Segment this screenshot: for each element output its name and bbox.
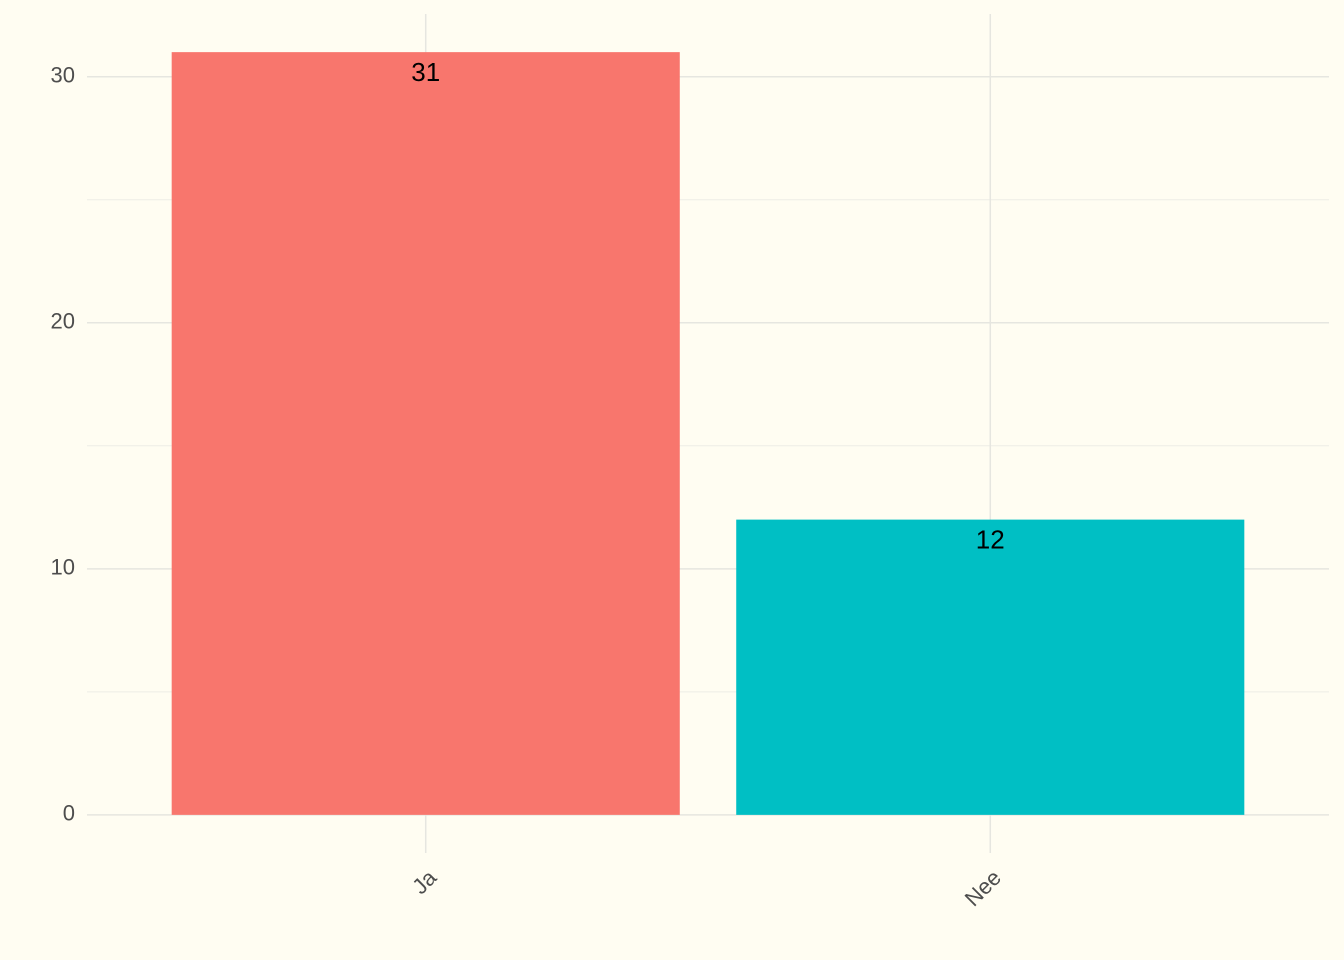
x-tick-label: Nee (960, 865, 1006, 911)
bar (736, 519, 1245, 815)
y-tick-label: 20 (51, 309, 75, 334)
y-tick-label: 30 (51, 63, 75, 88)
y-tick-label: 0 (63, 801, 75, 826)
bar (171, 52, 680, 815)
data-label: 12 (976, 524, 1005, 554)
y-tick-label: 10 (51, 555, 75, 580)
data-label: 31 (411, 57, 440, 87)
x-tick-label: Ja (407, 864, 442, 899)
